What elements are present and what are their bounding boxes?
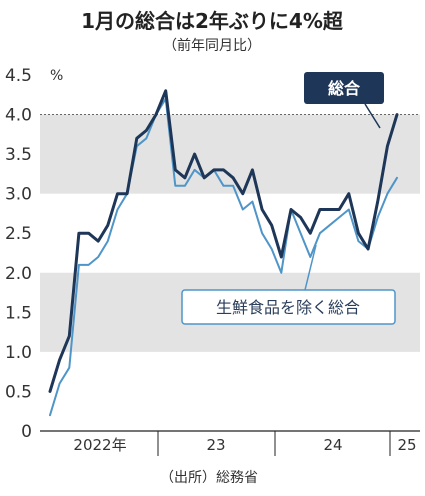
y-tick-label: 3.5 <box>5 145 32 165</box>
y-tick-label: 0 <box>21 422 32 442</box>
y-tick-label: 2.5 <box>5 224 32 244</box>
y-tick-label: 4.0 <box>5 106 32 126</box>
y-unit: % <box>50 68 63 84</box>
callout-total-label: 総合 <box>328 79 361 98</box>
series-line-0 <box>48 89 399 393</box>
series-lines <box>48 89 399 417</box>
callout-total: 総合 <box>304 72 384 129</box>
callout-core-box <box>181 289 396 325</box>
x-tick-label: 25 <box>397 436 416 454</box>
y-tick-label: 4.5 <box>5 66 32 86</box>
callout-core: 生鮮食品を除く総合 <box>181 244 396 325</box>
x-axis <box>40 430 420 456</box>
source-note: （出所）総務省 <box>160 470 258 486</box>
y-tick-label: 1.0 <box>5 343 32 363</box>
y-tick-label: 1.5 <box>5 303 32 323</box>
y-tick-label: 2.0 <box>5 264 32 284</box>
x-tick-label: 23 <box>206 436 225 454</box>
x-tick-label: 24 <box>323 436 342 454</box>
callout-core-pointer <box>304 244 317 291</box>
x-axis-labels: 2022年 23 24 25 <box>73 436 416 454</box>
callout-total-box <box>304 72 384 104</box>
y-tick-label: 0.5 <box>5 382 32 402</box>
chart-subtitle: （前年同月比） <box>163 37 261 54</box>
callout-core-label: 生鮮食品を除く総合 <box>216 298 360 317</box>
chart-title: 1月の総合は2年ぶりに4%超 <box>81 9 344 33</box>
x-tick-label: 2022年 <box>73 436 126 454</box>
band-1 <box>40 114 420 194</box>
series-line-1 <box>49 97 398 417</box>
y-axis-ticks: 0 0.5 1.0 1.5 2.0 2.5 3.0 3.5 4.0 4.5 <box>5 66 32 442</box>
y-tick-label: 3.0 <box>5 185 32 205</box>
callout-total-pointer <box>364 103 381 129</box>
